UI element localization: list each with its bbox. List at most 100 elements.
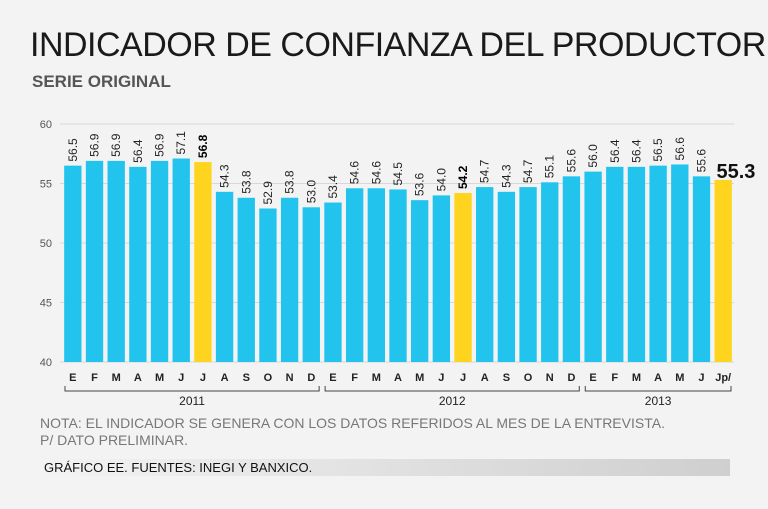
x-tick-label: Jp/ [715, 372, 731, 384]
x-tick-label: E [69, 372, 76, 384]
year-label: 2012 [439, 394, 466, 408]
x-tick-label: D [307, 372, 315, 384]
x-tick-label: A [134, 372, 142, 384]
bar [237, 197, 255, 362]
value-label: 56.5 [651, 138, 665, 162]
x-tick-label: M [415, 372, 424, 384]
source-bar [40, 459, 730, 476]
x-tick-label: M [372, 372, 381, 384]
source-credit: GRÁFICO EE. FUENTES: INEGI Y BANXICO. [44, 460, 313, 475]
value-label: 56.9 [109, 133, 123, 157]
bars-layer [64, 158, 732, 362]
year-label: 2011 [179, 394, 205, 408]
value-label: 56.6 [673, 137, 687, 161]
x-tick-label: M [632, 372, 641, 384]
bar [280, 197, 299, 362]
value-label: 55.6 [694, 149, 708, 173]
chart-subtitle: SERIE ORIGINAL [32, 72, 171, 91]
x-tick-label: M [155, 372, 164, 384]
value-label: 54.6 [348, 161, 362, 185]
bar [649, 165, 667, 362]
value-label: 52.9 [261, 181, 275, 205]
value-labels-layer: 56.5 56.9 56.9 56.4 56.9 57.1 56.8 54.3 53.8 52.9… [66, 131, 756, 205]
y-tick-label: 45 [40, 298, 52, 310]
bar [345, 188, 364, 362]
bar [714, 179, 732, 362]
value-label: 56.9 [88, 133, 102, 157]
bar [389, 189, 407, 362]
note-line-2: P/ DATO PRELIMINAR. [40, 432, 189, 448]
x-tick-label: E [589, 372, 596, 384]
x-tick-label: J [200, 372, 206, 384]
chart-title: INDICADOR DE CONFIANZA DEL PRODUCTOR [30, 26, 766, 64]
x-tick-label: D [567, 372, 575, 384]
value-label: 56.9 [153, 133, 167, 157]
bar [129, 166, 147, 362]
x-tick-label: F [91, 372, 98, 384]
bar [259, 208, 277, 362]
x-tick-label: N [286, 372, 294, 384]
bar [411, 200, 429, 362]
bar [324, 202, 342, 362]
value-label: 56.4 [629, 139, 643, 163]
bar [627, 166, 646, 362]
value-label: 56.5 [66, 138, 80, 162]
bar [150, 160, 169, 362]
bar [302, 207, 320, 362]
x-tick-label: A [221, 372, 229, 384]
value-label: 53.4 [326, 175, 340, 199]
value-label: 55.1 [543, 155, 557, 179]
x-tick-label: S [243, 372, 250, 384]
value-label: 55.6 [564, 149, 578, 173]
x-tick-label: M [112, 372, 121, 384]
year-label: 2013 [645, 394, 672, 408]
x-tick-label: M [675, 372, 684, 384]
bar [562, 176, 581, 362]
x-tick-label: A [481, 372, 489, 384]
value-label: 54.0 [434, 168, 448, 192]
x-tick-label: J [460, 372, 466, 384]
x-tick-label: J [178, 372, 184, 384]
year-bracket [324, 386, 580, 392]
value-label: 55.3 [716, 161, 755, 183]
value-label: 54.2 [456, 165, 470, 189]
x-tick-label: F [611, 372, 618, 384]
bar [692, 176, 711, 362]
bar [172, 158, 190, 362]
value-label: 56.4 [131, 139, 145, 163]
bar [454, 193, 472, 362]
x-tick-label: A [654, 372, 662, 384]
value-label: 56.4 [608, 139, 622, 163]
value-label: 53.0 [304, 180, 318, 204]
year-bracket [64, 386, 320, 392]
value-label: 56.8 [196, 134, 210, 158]
bar [497, 191, 516, 362]
bar [476, 187, 494, 362]
bar [541, 182, 559, 362]
chart-note: NOTA: EL INDICADOR SE GENERA CON LOS DAT… [40, 415, 665, 449]
value-label: 54.7 [521, 159, 535, 183]
bar [606, 166, 624, 362]
bar [85, 160, 104, 362]
bar [519, 187, 537, 362]
x-tick-label: A [394, 372, 402, 384]
x-tick-label: S [503, 372, 510, 384]
bar [584, 171, 602, 362]
value-label: 56.0 [586, 144, 600, 168]
value-label: 54.5 [391, 162, 405, 186]
value-label: 54.6 [369, 161, 383, 185]
value-label: 53.8 [239, 170, 253, 194]
x-tick-label: O [524, 372, 533, 384]
x-tick-label: F [351, 372, 358, 384]
value-label: 54.3 [499, 164, 513, 188]
bar [194, 162, 212, 362]
y-tick-label: 50 [40, 238, 52, 250]
x-tick-label: J [438, 372, 444, 384]
value-label: 54.3 [218, 164, 232, 188]
x-tick-label: E [329, 372, 336, 384]
year-bracket [584, 386, 732, 392]
bar [215, 191, 234, 362]
bar [107, 160, 125, 362]
value-label: 54.7 [478, 159, 492, 183]
